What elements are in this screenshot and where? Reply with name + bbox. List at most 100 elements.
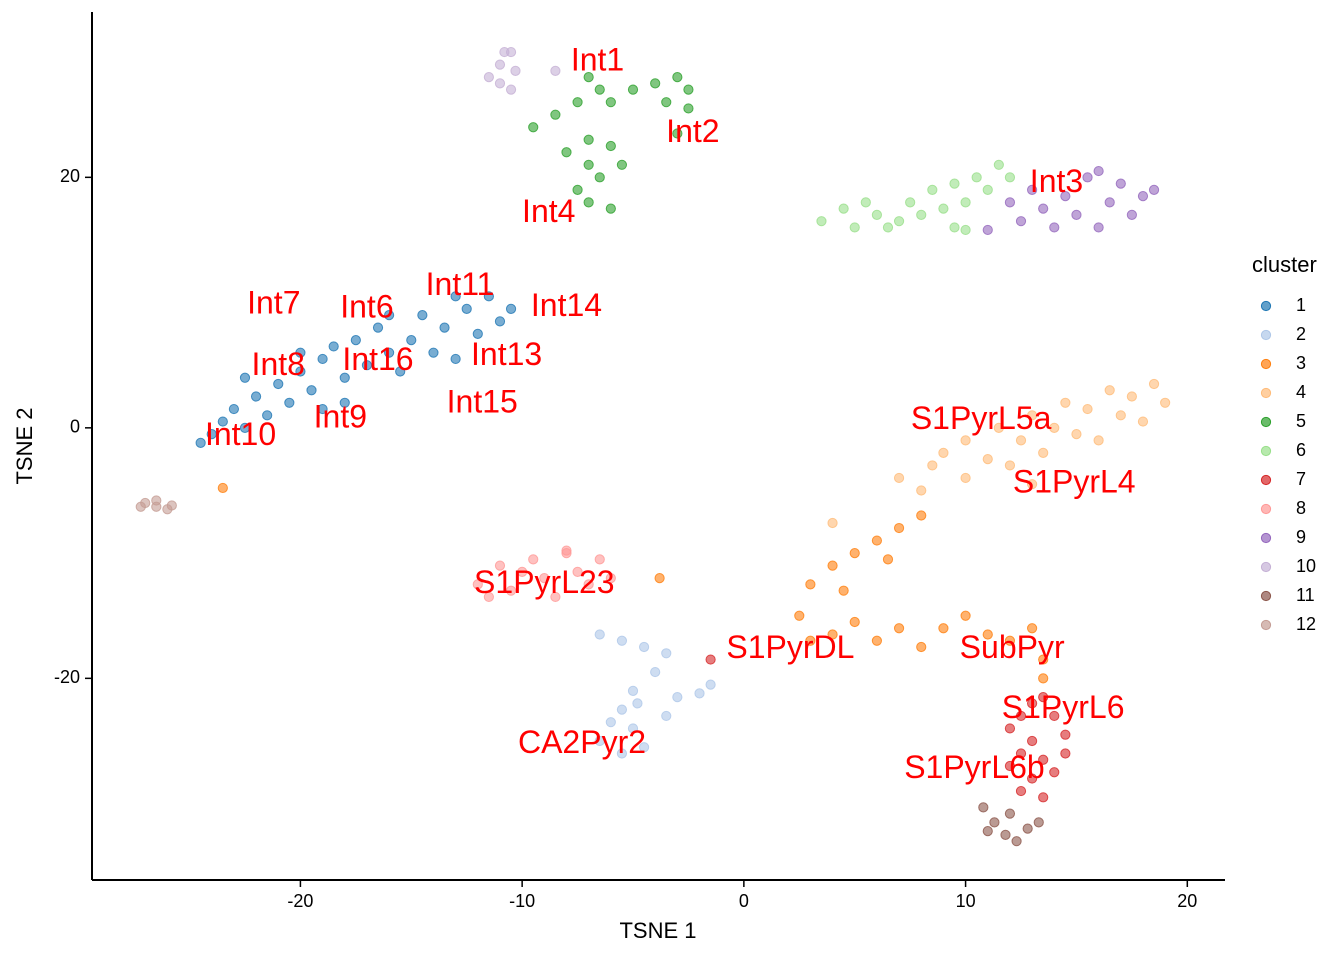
- x-tick-label: 20: [1177, 891, 1197, 911]
- legend-swatch: [1260, 300, 1272, 312]
- point: [605, 573, 616, 584]
- point: [494, 316, 506, 327]
- point: [1038, 203, 1049, 214]
- cluster-label: S1PyrL23: [474, 564, 615, 600]
- point: [882, 222, 894, 233]
- point: [450, 291, 461, 302]
- point: [1011, 836, 1022, 847]
- point: [317, 403, 328, 415]
- point: [860, 197, 871, 208]
- point: [1015, 710, 1027, 722]
- point: [605, 717, 616, 728]
- point: [339, 372, 350, 383]
- point: [1071, 429, 1082, 440]
- point: [561, 545, 572, 556]
- point: [871, 635, 882, 646]
- legend-label: 2: [1296, 324, 1306, 344]
- cluster-label: Int14: [531, 287, 602, 323]
- point: [949, 178, 960, 189]
- point: [1022, 823, 1033, 834]
- point: [510, 65, 521, 76]
- point: [517, 566, 528, 577]
- legend-swatch: [1260, 532, 1272, 544]
- point: [461, 303, 472, 314]
- point: [1004, 760, 1016, 772]
- point: [650, 666, 661, 678]
- point: [384, 310, 395, 321]
- point: [239, 422, 251, 433]
- point: [672, 72, 683, 83]
- point: [439, 322, 450, 333]
- point: [395, 366, 406, 377]
- point: [135, 501, 146, 512]
- point: [450, 353, 461, 365]
- point: [1038, 447, 1049, 458]
- point: [151, 495, 162, 506]
- point: [916, 641, 927, 653]
- x-tick-label: -10: [509, 891, 535, 911]
- cluster-label: Int16: [342, 341, 413, 377]
- point: [494, 78, 506, 89]
- point: [982, 224, 993, 236]
- point: [583, 197, 594, 208]
- cluster-label: Int8: [252, 346, 305, 382]
- point: [827, 560, 838, 571]
- point: [1093, 165, 1104, 177]
- point: [605, 140, 616, 152]
- cluster-label: S1PyrL4: [1013, 464, 1136, 500]
- point: [993, 422, 1004, 433]
- legend-label: 5: [1296, 411, 1306, 431]
- point: [916, 485, 927, 496]
- point: [195, 437, 206, 448]
- point: [1148, 378, 1160, 390]
- legend-label: 3: [1296, 353, 1306, 373]
- point: [594, 735, 605, 747]
- point: [572, 184, 583, 195]
- cluster-label: Int1: [571, 42, 624, 78]
- point: [250, 391, 262, 402]
- point: [871, 535, 882, 546]
- point: [938, 623, 949, 634]
- x-tick-label: 0: [739, 891, 749, 911]
- y-tick-label: 20: [60, 166, 80, 186]
- point: [938, 203, 949, 214]
- point: [550, 591, 561, 603]
- y-tick-label: 0: [70, 417, 80, 437]
- point: [594, 554, 605, 565]
- legend-label: 10: [1296, 556, 1316, 576]
- point: [1126, 209, 1137, 221]
- point: [1027, 698, 1038, 709]
- cluster-label: SubPyr: [960, 629, 1065, 665]
- point: [794, 610, 805, 621]
- point: [627, 723, 639, 734]
- point: [228, 403, 240, 415]
- point: [361, 360, 373, 371]
- point: [1060, 729, 1071, 740]
- point: [627, 84, 639, 95]
- point: [654, 573, 665, 584]
- point: [217, 416, 228, 427]
- point: [499, 46, 510, 58]
- cluster-label: Int2: [666, 113, 719, 149]
- point: [938, 447, 949, 458]
- point: [661, 648, 672, 659]
- point: [1038, 792, 1049, 803]
- point: [960, 472, 971, 484]
- point: [1015, 785, 1027, 797]
- point: [705, 679, 716, 690]
- x-tick-label: -20: [287, 891, 313, 911]
- point: [694, 688, 705, 699]
- cluster-label: S1PyrL6b: [904, 749, 1045, 785]
- point: [838, 585, 849, 596]
- point: [1115, 410, 1126, 421]
- point: [1104, 385, 1115, 396]
- point: [1027, 479, 1038, 490]
- point: [605, 97, 616, 108]
- point: [971, 172, 982, 183]
- point: [1137, 416, 1149, 427]
- point: [960, 435, 971, 446]
- point: [1000, 829, 1011, 841]
- point: [849, 547, 860, 559]
- point: [239, 372, 251, 383]
